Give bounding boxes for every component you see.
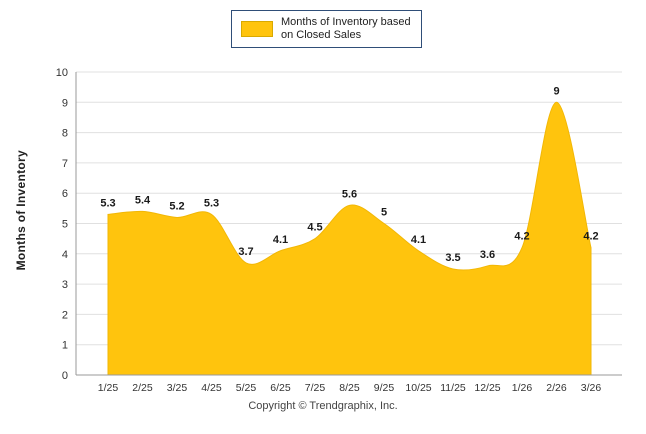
x-tick-label: 2/26 [546,382,567,394]
y-tick-label: 8 [62,128,68,140]
data-label: 5.4 [135,194,151,206]
x-tick-label: 6/25 [270,382,291,394]
data-label: 4.1 [411,234,426,246]
x-tick-label: 9/25 [374,382,395,394]
x-tick-label: 5/25 [236,382,257,394]
area-series [107,101,592,376]
x-tick-label: 1/25 [98,382,119,394]
y-tick-label: 2 [62,309,68,321]
data-label: 9 [553,85,559,97]
data-label: 3.5 [445,252,460,264]
x-tick-label: 1/26 [512,382,533,394]
x-tick-label: 4/25 [201,382,222,394]
data-label: 5.3 [204,197,219,209]
legend: Months of Inventory based on Closed Sale… [231,10,422,48]
data-label: 5 [381,207,387,219]
data-label: 3.6 [480,249,495,261]
x-tick-label: 3/25 [167,382,188,394]
legend-swatch-icon [241,21,273,37]
y-tick-label: 10 [56,67,68,79]
legend-label-line2: on Closed Sales [281,29,362,41]
y-tick-label: 9 [62,97,68,109]
data-label: 5.2 [169,200,184,212]
data-label: 3.7 [238,246,253,258]
x-tick-label: 10/25 [405,382,431,394]
x-tick-label: 3/26 [581,382,602,394]
legend-label: Months of Inventory based on Closed Sale… [281,16,411,42]
legend-label-line1: Months of Inventory based [281,16,411,28]
area-chart: 0 1 2 3 4 5 6 7 8 9 10 1/25 2/25 3/25 4/25 5/25 6/25 7/25… [56,67,622,394]
data-label: 4.1 [273,234,288,246]
y-tick-label: 7 [62,158,68,170]
x-tick-label: 7/25 [305,382,326,394]
y-tick-label: 0 [62,370,68,382]
data-label: 4.2 [583,231,598,243]
x-tick-label: 8/25 [339,382,360,394]
y-tick-label: 1 [62,340,68,352]
x-tick-label: 12/25 [474,382,500,394]
y-tick-label: 6 [62,188,68,200]
data-label: 5.6 [342,188,357,200]
data-label: 4.5 [307,222,322,234]
x-tick-label: 2/25 [132,382,153,394]
copyright-text: Copyright © Trendgraphix, Inc. [248,400,398,412]
y-tick-label: 3 [62,279,68,291]
data-label: 4.2 [514,231,529,243]
x-tick-label: 11/25 [440,382,466,394]
data-label: 5.3 [100,197,115,209]
y-tick-label: 4 [62,249,68,261]
y-tick-label: 5 [62,219,68,231]
